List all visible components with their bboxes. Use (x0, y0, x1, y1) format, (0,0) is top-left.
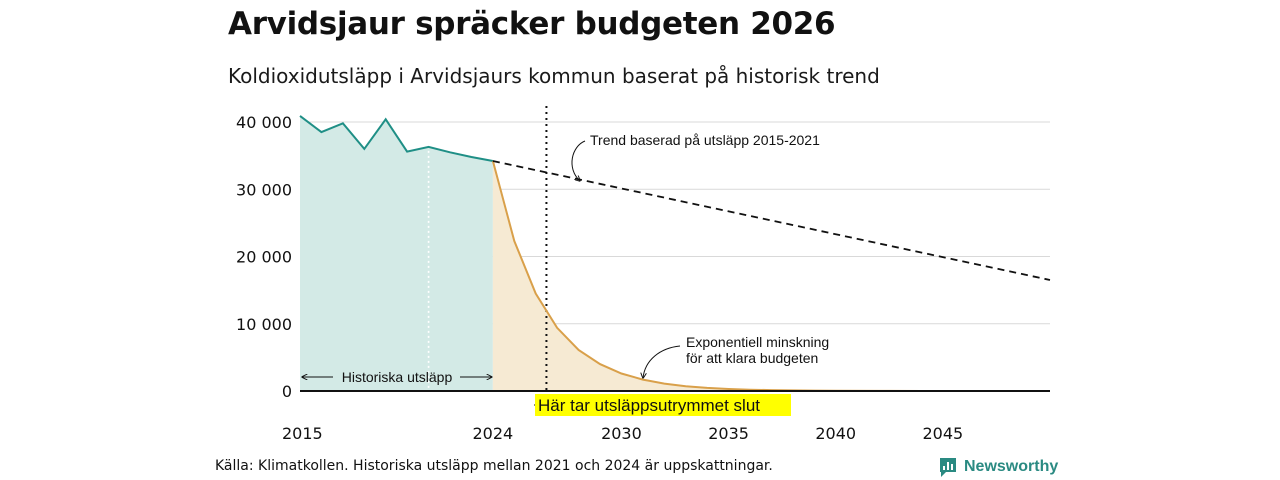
x-tick-label: 2024 (472, 424, 513, 443)
y-tick-label: 40 000 (236, 113, 292, 132)
axes: 0 10 000 20 000 30 000 40 000 2015 2024 2030 203… (236, 113, 1050, 443)
x-tick-label: 2040 (815, 424, 856, 443)
x-tick-label: 2030 (601, 424, 642, 443)
trend-line (492, 160, 1051, 281)
area-fills (300, 115, 1050, 392)
emissions-chart: 0 10 000 20 000 30 000 40 000 2015 2024 2030 203… (236, 106, 1051, 443)
trend-label: Trend baserad på utsläpp 2015-2021 (590, 132, 820, 148)
y-tick-label: 20 000 (236, 248, 292, 267)
budget-area (492, 161, 1050, 391)
chart-subtitle: Koldioxidutsläpp i Arvidsjaurs kommun ba… (228, 64, 880, 88)
x-tick-label: 2035 (708, 424, 749, 443)
y-tick-label: 10 000 (236, 315, 292, 334)
historical-label: Historiska utsläpp (342, 369, 453, 385)
budget-exceeded-label: Här tar utsläppsutrymmet slut (538, 396, 760, 415)
historical-area (300, 115, 493, 392)
exponential-label-line1: Exponentiell minskning (686, 334, 829, 350)
y-tick-label: 0 (282, 382, 292, 401)
newsworthy-logo-icon (940, 458, 956, 477)
y-tick-label: 30 000 (236, 180, 292, 199)
source-note: Källa: Klimatkollen. Historiska utsläpp … (215, 458, 773, 474)
x-tick-label: 2015 (282, 424, 323, 443)
brand-name: Newsworthy (964, 458, 1059, 475)
trend-arrow (571, 140, 586, 181)
exponential-label-line2: för att klara budgeten (686, 350, 818, 366)
annotations: Historiska utsläpp Trend baserad på utslä… (302, 132, 829, 416)
historical-line (299, 115, 494, 162)
budget-exceeded-highlight (535, 394, 791, 416)
chart-title: Arvidsjaur spräcker budgeten 2026 (228, 6, 836, 42)
x-tick-label: 2045 (922, 424, 963, 443)
exponential-arrow (643, 345, 681, 378)
brand-logo: Newsworthy (938, 456, 1058, 478)
